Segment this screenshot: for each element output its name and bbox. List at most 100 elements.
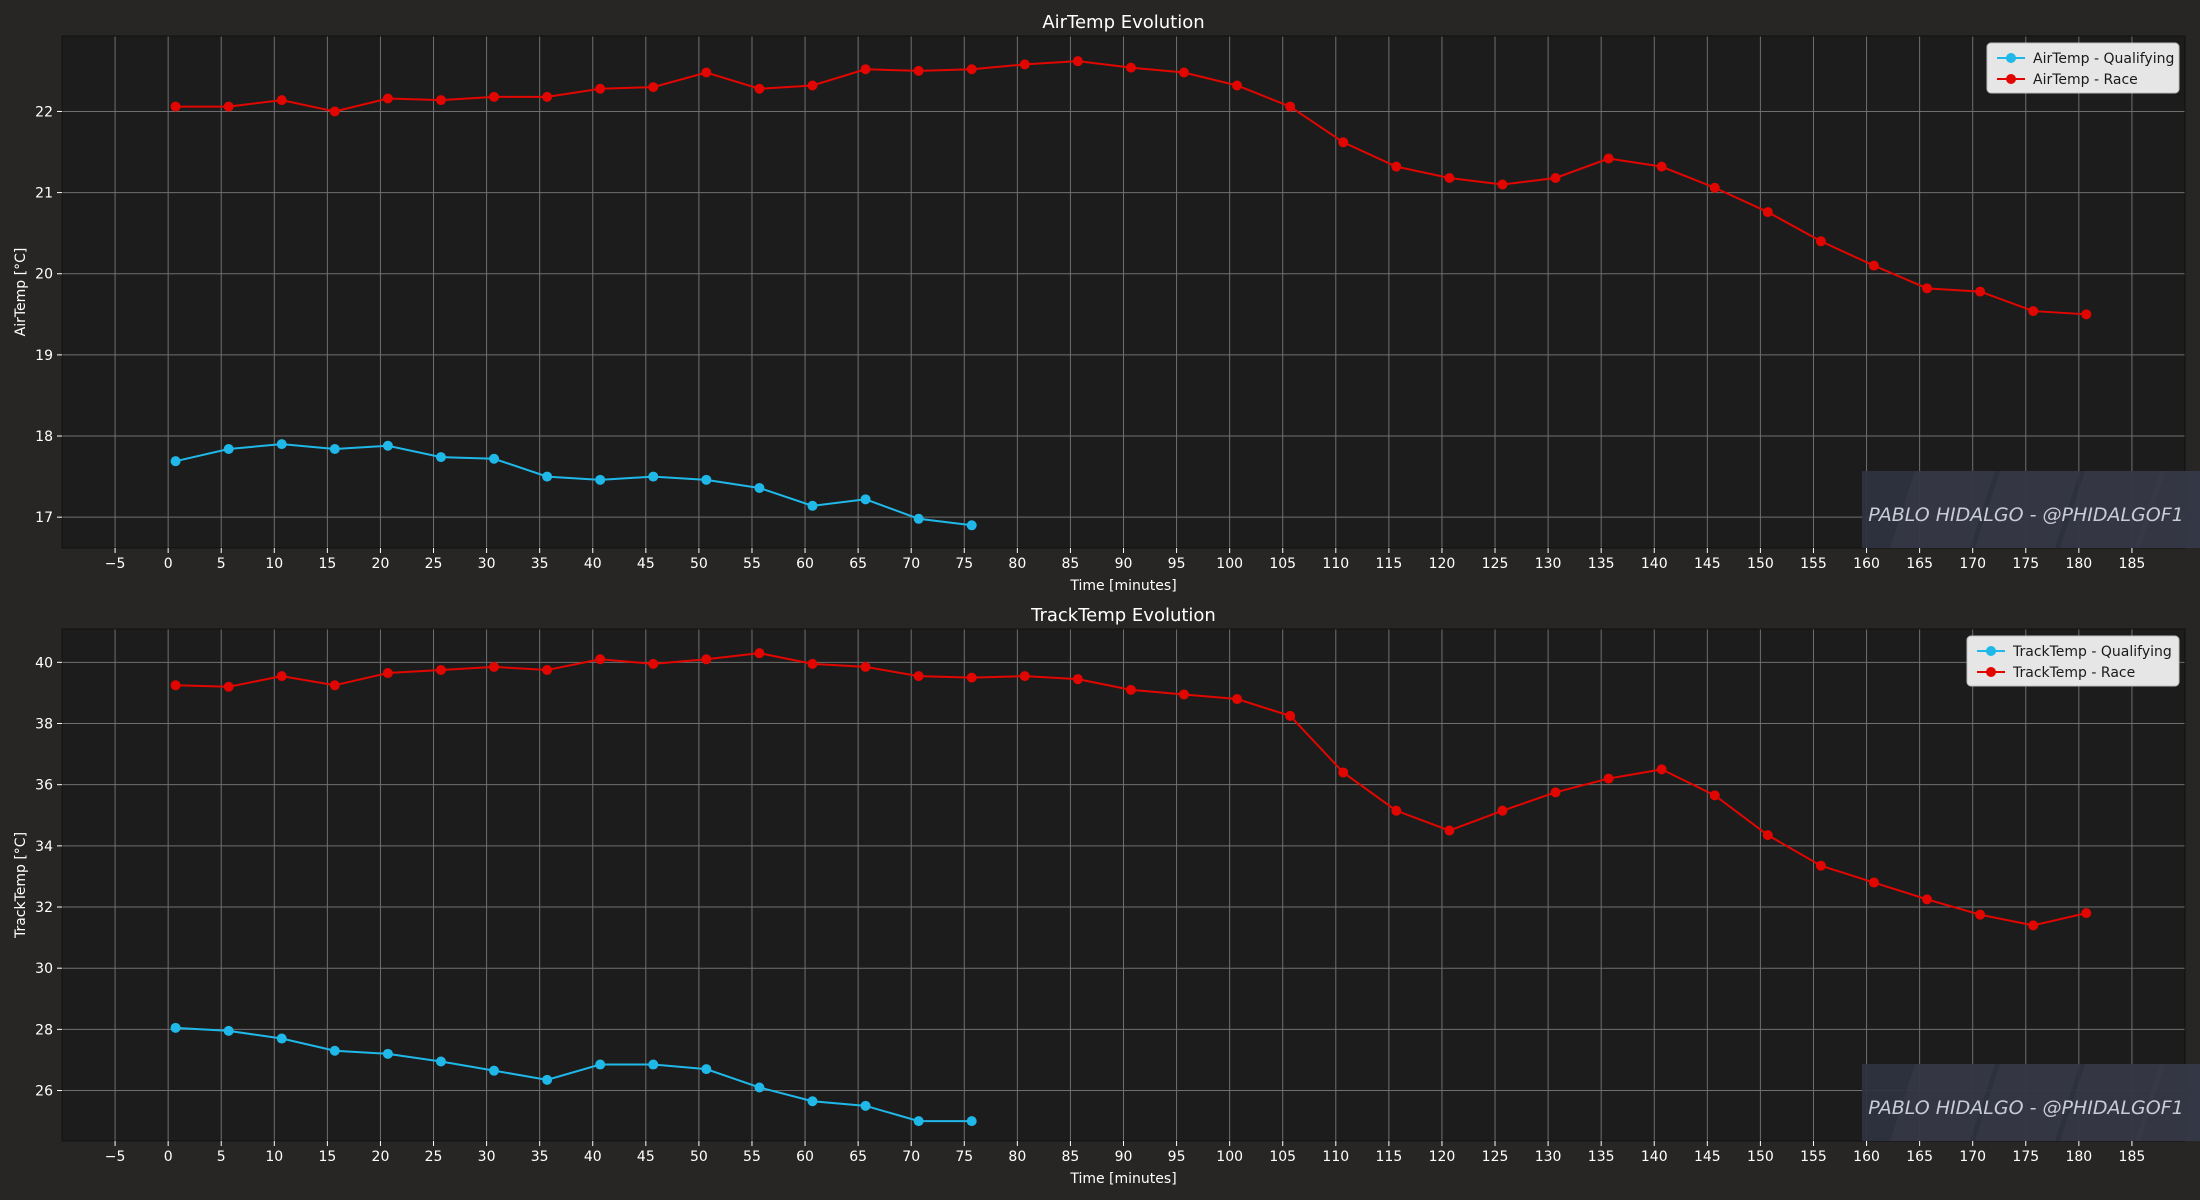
- data-point: [382, 93, 393, 104]
- x-tick-label: 70: [902, 556, 920, 572]
- x-tick-label: 120: [1429, 556, 1456, 572]
- data-point: [1497, 179, 1508, 190]
- legend-entry: TrackTemp - Race: [2012, 665, 2135, 681]
- data-point: [382, 668, 393, 679]
- watermark-stripe: [2060, 1064, 2165, 1141]
- x-tick-label: 40: [584, 1149, 602, 1165]
- data-point: [2081, 908, 2092, 919]
- x-tick-label: 60: [796, 1149, 814, 1165]
- data-point: [648, 471, 659, 482]
- data-point: [489, 91, 500, 102]
- data-point: [966, 520, 977, 531]
- data-point: [701, 1064, 712, 1075]
- data-point: [2081, 309, 2092, 320]
- data-point: [1019, 59, 1030, 70]
- x-tick-label: 95: [1168, 1149, 1186, 1165]
- x-tick-label: 75: [955, 556, 973, 572]
- data-point: [1550, 172, 1561, 183]
- watermark-stripe: [1890, 471, 1995, 548]
- data-point: [860, 1100, 871, 1111]
- x-tick-label: 95: [1168, 556, 1186, 572]
- data-point: [1444, 172, 1455, 183]
- x-tick-label: 55: [743, 556, 761, 572]
- x-tick-label: 155: [1800, 556, 1827, 572]
- data-point: [1125, 684, 1136, 695]
- x-axis-label: Time [minutes]: [1069, 578, 1176, 594]
- data-point: [807, 80, 818, 91]
- x-tick-label: 30: [478, 556, 496, 572]
- x-tick-label: 25: [425, 556, 443, 572]
- y-tick-label: 30: [35, 961, 53, 977]
- data-point: [1709, 790, 1720, 801]
- data-point: [648, 82, 659, 93]
- x-tick-label: 115: [1376, 1149, 1403, 1165]
- x-tick-label: 45: [637, 556, 655, 572]
- data-point: [223, 681, 234, 692]
- x-tick-label: 145: [1694, 1149, 1721, 1165]
- y-tick-label: 40: [35, 655, 53, 671]
- data-point: [542, 471, 553, 482]
- legend-box: [1966, 635, 2180, 687]
- data-point: [701, 474, 712, 485]
- data-point: [595, 1059, 606, 1070]
- data-point: [1497, 805, 1508, 816]
- data-point: [223, 101, 234, 112]
- legend: TrackTemp - Qualifying TrackTemp - Race: [1966, 635, 2180, 687]
- data-point: [754, 83, 765, 94]
- x-tick-label: 160: [1853, 1149, 1880, 1165]
- data-point: [1975, 286, 1986, 297]
- x-tick-label: 170: [1959, 556, 1986, 572]
- x-tick-label: 20: [372, 556, 390, 572]
- x-tick-label: 135: [1588, 556, 1615, 572]
- x-tick-label: 180: [2065, 556, 2092, 572]
- chart-panel-2: −5 0 5 10 15 20 25 30 35 40 45 50 55 60 65 70 75 80 85 90 95…: [13, 605, 2200, 1187]
- watermark-stripe: [1975, 471, 2080, 548]
- data-point: [860, 661, 871, 672]
- x-tick-label: 50: [690, 556, 708, 572]
- x-tick-label: 80: [1008, 1149, 1026, 1165]
- data-point: [1922, 894, 1933, 905]
- data-point: [913, 513, 924, 524]
- watermark-text: PABLO HIDALGO - @PHIDALGOF1: [1868, 1097, 2184, 1119]
- data-point: [1179, 67, 1190, 78]
- series-line: [175, 1026, 972, 1123]
- x-tick-label: 145: [1694, 556, 1721, 572]
- data-point: [1762, 207, 1773, 218]
- data-point: [595, 474, 606, 485]
- y-tick-label: 28: [35, 1022, 53, 1038]
- chart-title: AirTemp Evolution: [1042, 12, 1204, 33]
- data-point: [701, 654, 712, 665]
- data-point: [1975, 909, 1986, 920]
- watermark: PABLO HIDALGO - @PHIDALGOF1: [1862, 1064, 2200, 1141]
- watermark-stripe: [2135, 1064, 2200, 1141]
- data-point: [807, 500, 818, 511]
- data-point: [966, 1116, 977, 1127]
- x-tick-label: 5: [217, 1149, 226, 1165]
- x-tick-label: 90: [1115, 556, 1133, 572]
- x-tick-label: −5: [105, 1149, 126, 1165]
- data-point: [382, 1048, 393, 1059]
- x-tick-label: 85: [1062, 1149, 1080, 1165]
- x-tick-label: 125: [1482, 556, 1509, 572]
- x-tick-label: 80: [1008, 556, 1026, 572]
- x-tick-label: 110: [1322, 1149, 1349, 1165]
- data-point: [1868, 877, 1879, 888]
- x-tick-label: 40: [584, 556, 602, 572]
- legend-swatch-marker: [1986, 646, 1996, 656]
- watermark-stripe: [2135, 471, 2200, 548]
- data-point: [542, 1074, 553, 1085]
- data-point: [223, 444, 234, 455]
- series-race: [170, 56, 2092, 320]
- data-point: [966, 64, 977, 75]
- data-point: [542, 664, 553, 675]
- y-tick-label: 18: [35, 429, 53, 445]
- data-point: [1391, 161, 1402, 172]
- x-tick-label: 15: [318, 556, 336, 572]
- data-point: [435, 1056, 446, 1067]
- data-point: [1338, 137, 1349, 148]
- y-axis-label: AirTemp [°C]: [13, 248, 29, 337]
- data-point: [329, 680, 340, 691]
- series-race: [170, 648, 2092, 931]
- x-tick-label: 20: [372, 1149, 390, 1165]
- x-tick-label: −5: [105, 556, 126, 572]
